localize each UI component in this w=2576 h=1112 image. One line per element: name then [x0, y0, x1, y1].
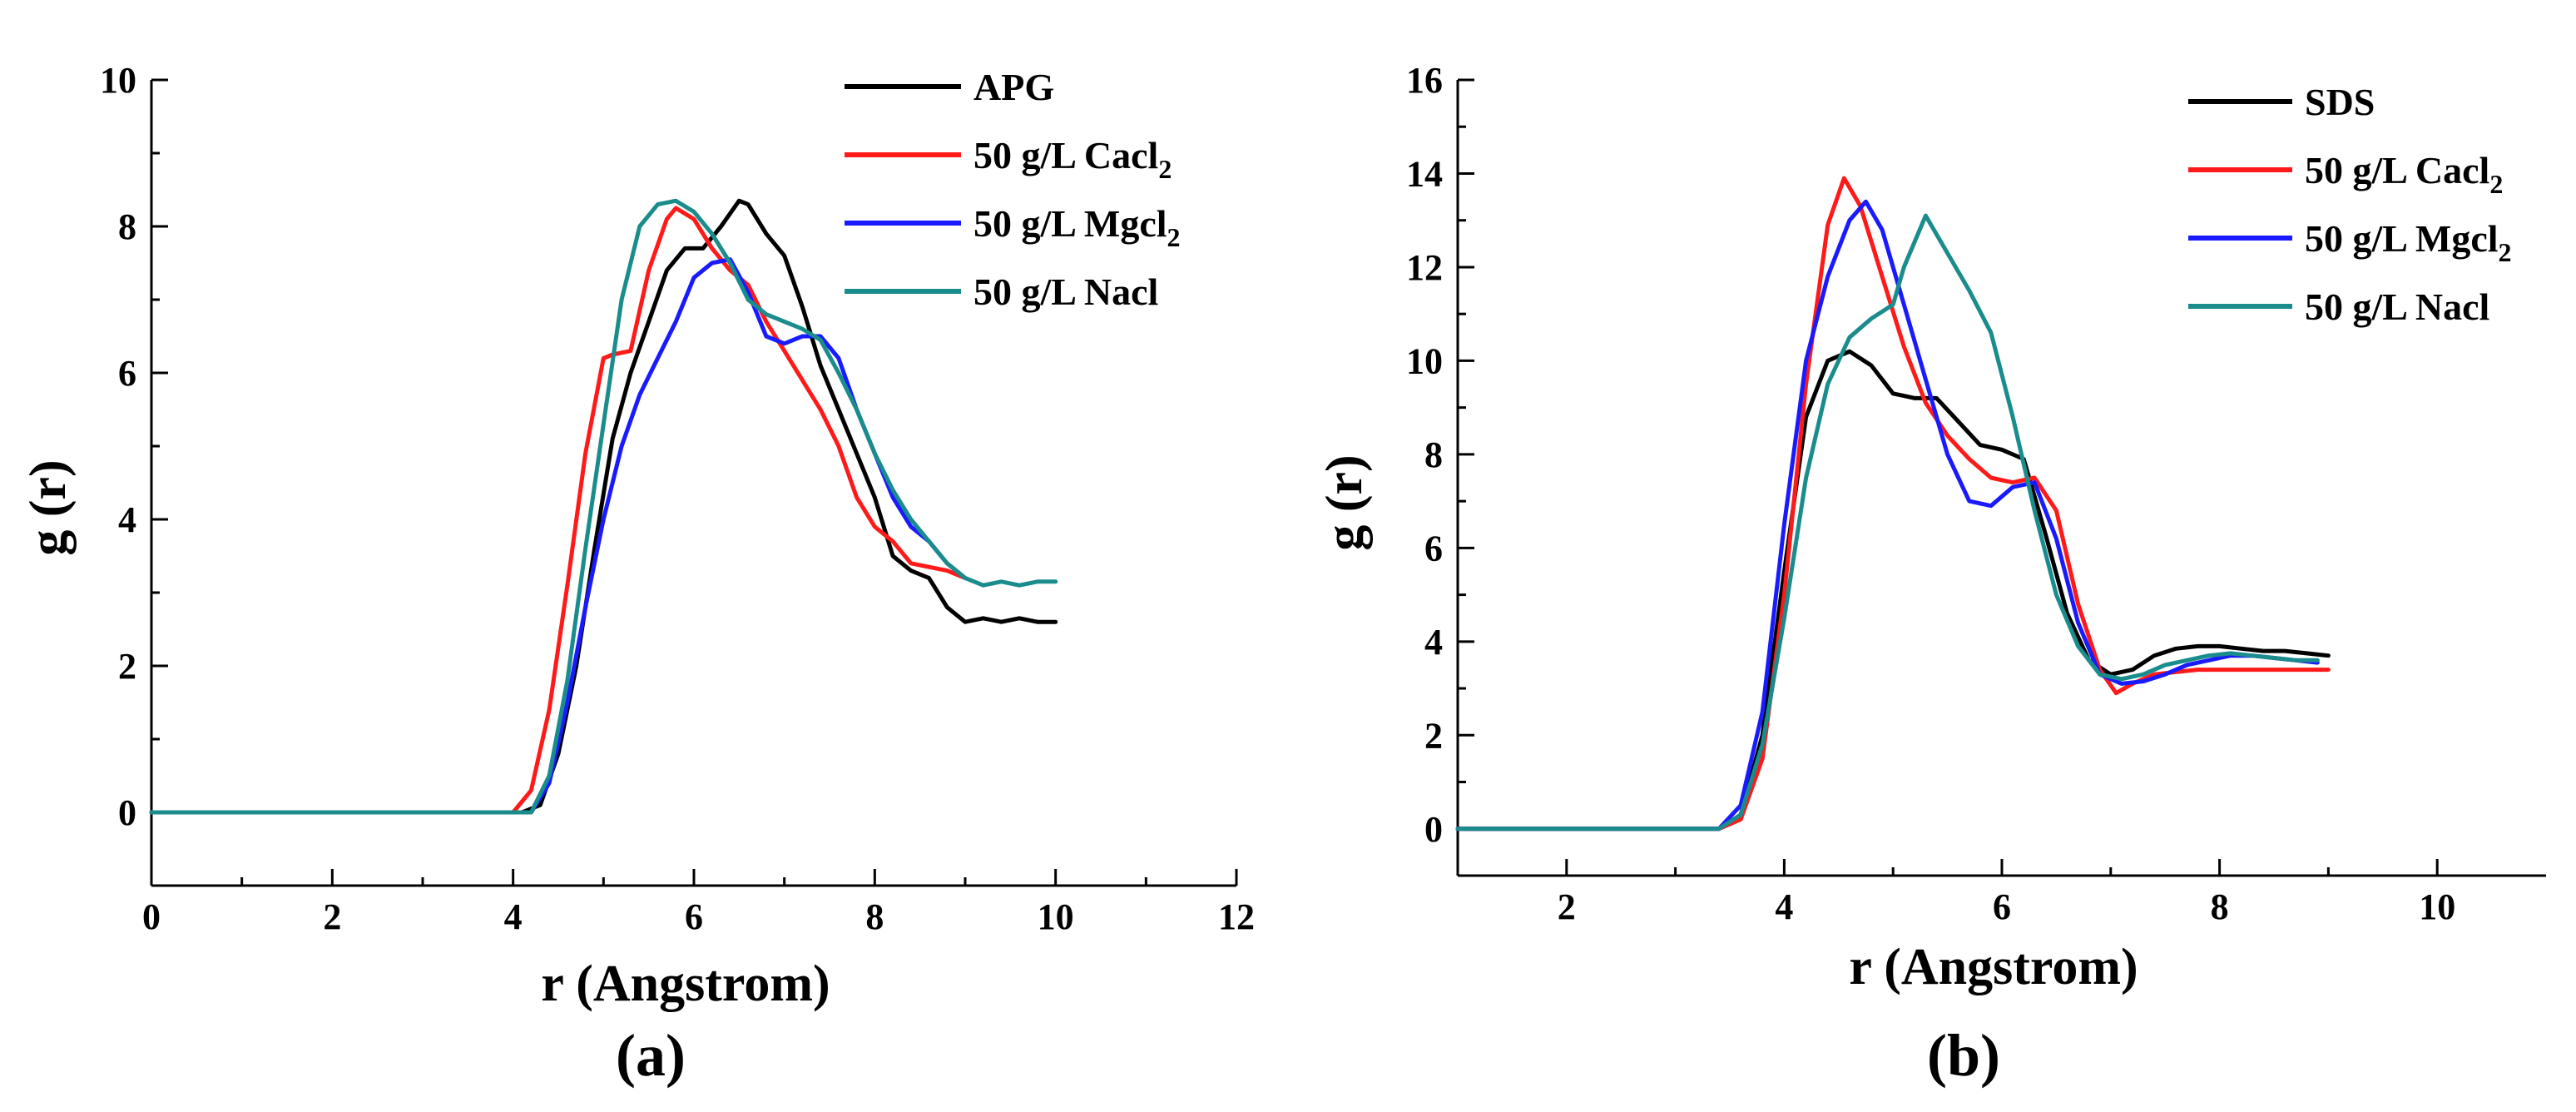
- panel-label-a: (a): [616, 1022, 686, 1089]
- y-tick-label-b: 12: [1406, 247, 1443, 288]
- legend-label-b-2: 50 g/L Cacl2: [2305, 149, 2503, 199]
- y-tick-label-a: 8: [118, 206, 136, 247]
- legend-label-b-3: 50 g/L Mgcl2: [2305, 217, 2512, 267]
- legend-subscript: 2: [1167, 222, 1181, 252]
- y-tick-label-b: 2: [1424, 715, 1443, 756]
- series-line-a-1: [149, 198, 1058, 815]
- y-tick-label-b: 6: [1424, 528, 1443, 568]
- series-line-a-4: [149, 198, 1058, 815]
- y-tick-label-b: 16: [1406, 60, 1443, 101]
- panel-a: 0 2 4 6 8 10 12 0 2 4 6 8 10 r (Angstrom) g (r) APG 50 g…: [20, 60, 1255, 1089]
- y-tick-label-a: 10: [100, 60, 136, 101]
- y-axis-title-b: g (r): [1316, 454, 1373, 550]
- series-line-b-2: [1455, 176, 2331, 832]
- x-tick-label-b: 4: [1775, 886, 1793, 927]
- y-tick-label-b: 10: [1406, 340, 1443, 381]
- x-tick-label-a: 8: [865, 896, 884, 937]
- legend-subscript: 2: [2499, 237, 2512, 267]
- series-line-b-4: [1455, 213, 2320, 832]
- y-tick-label-a: 0: [118, 792, 136, 833]
- series-line-a-3: [149, 257, 968, 815]
- legend-label-b-4: 50 g/L Nacl: [2305, 285, 2489, 328]
- legend-label-a-2: 50 g/L Cacl2: [973, 134, 1172, 184]
- x-tick-label-b: 6: [1993, 886, 2011, 927]
- x-tick-label-a: 12: [1218, 896, 1255, 937]
- series-line-b-1: [1455, 349, 2331, 832]
- x-axis-title-a: r (Angstrom): [541, 956, 830, 1012]
- legend-label-a-3: 50 g/L Mgcl2: [973, 202, 1181, 252]
- y-tick-label-a: 2: [118, 646, 136, 687]
- y-tick-label-b: 0: [1424, 809, 1443, 850]
- x-tick-label-a: 4: [504, 896, 523, 937]
- series-line-b-3: [1455, 199, 2320, 832]
- x-tick-label-a: 10: [1038, 896, 1074, 937]
- y-tick-label-a: 4: [118, 499, 136, 540]
- panel-label-b: (b): [1927, 1022, 2000, 1089]
- y-tick-label-b: 14: [1406, 153, 1443, 194]
- plot-area-b: 2 4 6 8 10 0 2 4 6 8 10 12 14 16 r (Angstrom) g (r) SDS 5…: [1316, 60, 2546, 995]
- panel-b: 2 4 6 8 10 0 2 4 6 8 10 12 14 16 r (Angstrom) g (r) SDS 5…: [1316, 60, 2546, 1089]
- y-tick-label-b: 8: [1424, 434, 1443, 475]
- legend-label-a-1: APG: [973, 66, 1054, 108]
- legend-label-b-1: SDS: [2305, 81, 2375, 123]
- x-axis-title-b: r (Angstrom): [1849, 939, 2138, 995]
- plot-area-a: 0 2 4 6 8 10 12 0 2 4 6 8 10 r (Angstrom) g (r) APG 50 g…: [20, 60, 1255, 1012]
- y-tick-label-b: 4: [1424, 622, 1443, 663]
- x-tick-label-b: 10: [2419, 886, 2455, 927]
- y-axis-title-a: g (r): [20, 459, 77, 555]
- x-tick-label-b: 2: [1558, 886, 1576, 927]
- legend-subscript: 2: [1158, 154, 1172, 184]
- x-tick-label-a: 0: [142, 896, 161, 937]
- x-tick-label-a: 2: [323, 896, 341, 937]
- legend-subscript: 2: [2489, 169, 2503, 199]
- legend-label-a-4: 50 g/L Nacl: [973, 271, 1158, 313]
- x-tick-label-b: 8: [2211, 886, 2229, 927]
- y-tick-label-a: 6: [118, 353, 136, 394]
- x-tick-label-a: 6: [685, 896, 703, 937]
